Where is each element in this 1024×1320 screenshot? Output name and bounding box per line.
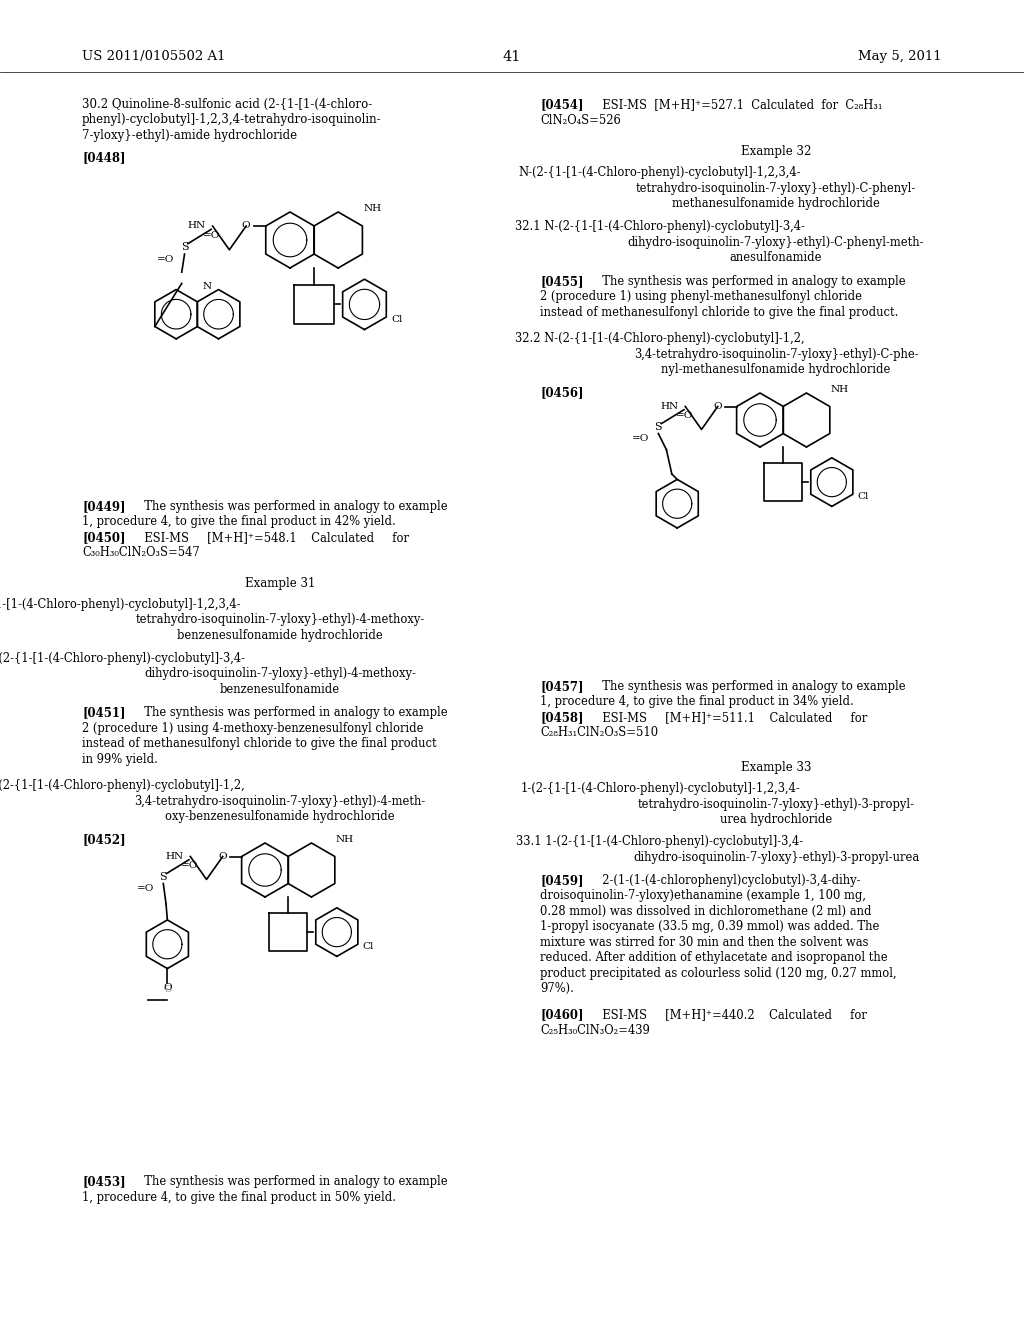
Text: 33.1 1-(2-{1-[1-(4-Chloro-phenyl)-cyclobutyl]-3,4-: 33.1 1-(2-{1-[1-(4-Chloro-phenyl)-cyclob…: [516, 836, 804, 847]
Text: HN: HN: [660, 403, 679, 411]
Text: [0454]: [0454]: [540, 98, 584, 111]
Text: O: O: [713, 403, 722, 411]
Text: 1, procedure 4, to give the final product in 42% yield.: 1, procedure 4, to give the final produc…: [82, 516, 395, 528]
Text: May 5, 2011: May 5, 2011: [858, 50, 942, 63]
Text: The synthesis was performed in analogy to example: The synthesis was performed in analogy t…: [595, 680, 905, 693]
Text: anesulfonamide: anesulfonamide: [730, 251, 822, 264]
Text: C₃₀H₃₀ClN₂O₃S=547: C₃₀H₃₀ClN₂O₃S=547: [82, 546, 200, 560]
Text: 1-propyl isocyanate (33.5 mg, 0.39 mmol) was added. The: 1-propyl isocyanate (33.5 mg, 0.39 mmol)…: [540, 920, 880, 933]
Text: =O: =O: [676, 412, 693, 421]
Text: ESI-MS     [M+H]⁺=440.2    Calculated     for: ESI-MS [M+H]⁺=440.2 Calculated for: [595, 1008, 867, 1022]
Text: 41: 41: [503, 50, 521, 63]
Text: N-(2-{1-[1-(4-Chloro-phenyl)-cyclobutyl]-1,2,3,4-: N-(2-{1-[1-(4-Chloro-phenyl)-cyclobutyl]…: [0, 598, 242, 611]
Text: [0457]: [0457]: [540, 680, 584, 693]
Text: C₂₅H₃₀ClN₃O₂=439: C₂₅H₃₀ClN₃O₂=439: [540, 1024, 650, 1038]
Text: 2 (procedure 1) using phenyl-methanesulfonyl chloride: 2 (procedure 1) using phenyl-methanesulf…: [540, 290, 862, 304]
Text: droisoquinolin-7-yloxy)ethanamine (example 1, 100 mg,: droisoquinolin-7-yloxy)ethanamine (examp…: [540, 890, 866, 903]
Text: Cl: Cl: [391, 315, 402, 325]
Text: =O: =O: [136, 884, 154, 892]
Text: O: O: [218, 851, 226, 861]
Text: Cl: Cl: [857, 492, 868, 502]
Text: instead of methanesulfonyl chloride to give the final product: instead of methanesulfonyl chloride to g…: [82, 737, 436, 750]
Text: [0448]: [0448]: [82, 150, 126, 164]
Text: S: S: [160, 871, 167, 882]
Text: C₂₈H₃₁ClN₂O₃S=510: C₂₈H₃₁ClN₂O₃S=510: [540, 726, 658, 739]
Text: O: O: [242, 222, 250, 231]
Text: =O: =O: [158, 255, 175, 264]
Text: 32.1 N-(2-{1-[1-(4-Chloro-phenyl)-cyclobutyl]-3,4-: 32.1 N-(2-{1-[1-(4-Chloro-phenyl)-cyclob…: [515, 220, 805, 234]
Text: 1, procedure 4, to give the final product in 50% yield.: 1, procedure 4, to give the final produc…: [82, 1191, 396, 1204]
Text: [0459]: [0459]: [540, 874, 584, 887]
Text: O: O: [163, 985, 172, 994]
Text: 1-(2-{1-[1-(4-Chloro-phenyl)-cyclobutyl]-1,2,3,4-: 1-(2-{1-[1-(4-Chloro-phenyl)-cyclobutyl]…: [520, 783, 800, 795]
Text: tetrahydro-isoquinolin-7-yloxy}-ethyl)-3-propyl-: tetrahydro-isoquinolin-7-yloxy}-ethyl)-3…: [638, 797, 914, 810]
Text: 3,4-tetrahydro-isoquinolin-7-yloxy}-ethyl)-4-meth-: 3,4-tetrahydro-isoquinolin-7-yloxy}-ethy…: [134, 795, 426, 808]
Text: methanesulfonamide hydrochloride: methanesulfonamide hydrochloride: [672, 197, 880, 210]
Text: urea hydrochloride: urea hydrochloride: [720, 813, 833, 826]
Text: =O: =O: [181, 862, 199, 870]
Text: O: O: [163, 985, 172, 994]
Text: 2 (procedure 1) using 4-methoxy-benzenesulfonyl chloride: 2 (procedure 1) using 4-methoxy-benzenes…: [82, 722, 424, 735]
Text: ClN₂O₄S=526: ClN₂O₄S=526: [540, 114, 621, 127]
Text: [0460]: [0460]: [540, 1008, 584, 1022]
Text: Example 31: Example 31: [245, 578, 315, 590]
Text: HN: HN: [166, 851, 183, 861]
Text: benzenesulfonamide: benzenesulfonamide: [220, 682, 340, 696]
Text: Cl: Cl: [362, 942, 374, 952]
Text: dihydro-isoquinolin-7-yloxy}-ethyl)-3-propyl-urea: dihydro-isoquinolin-7-yloxy}-ethyl)-3-pr…: [633, 850, 920, 863]
Text: dihydro-isoquinolin-7-yloxy}-ethyl)-4-methoxy-: dihydro-isoquinolin-7-yloxy}-ethyl)-4-me…: [144, 668, 416, 680]
Text: ESI-MS     [M+H]⁺=511.1    Calculated     for: ESI-MS [M+H]⁺=511.1 Calculated for: [595, 711, 867, 723]
Text: 7-yloxy}-ethyl)-amide hydrochloride: 7-yloxy}-ethyl)-amide hydrochloride: [82, 129, 297, 143]
Text: 31.1 N-(2-{1-[1-(4-Chloro-phenyl)-cyclobutyl]-3,4-: 31.1 N-(2-{1-[1-(4-Chloro-phenyl)-cyclob…: [0, 652, 245, 665]
Text: dihydro-isoquinolin-7-yloxy}-ethyl)-C-phenyl-meth-: dihydro-isoquinolin-7-yloxy}-ethyl)-C-ph…: [628, 236, 925, 249]
Text: 31.2 N-(2-{1-[1-(4-Chloro-phenyl)-cyclobutyl]-1,2,: 31.2 N-(2-{1-[1-(4-Chloro-phenyl)-cyclob…: [0, 779, 245, 792]
Text: HN: HN: [187, 222, 206, 231]
Text: in 99% yield.: in 99% yield.: [82, 752, 158, 766]
Text: NH: NH: [336, 836, 354, 845]
Text: reduced. After addition of ethylacetate and isopropanol the: reduced. After addition of ethylacetate …: [540, 952, 888, 964]
Text: 2-(1-(1-(4-chlorophenyl)cyclobutyl)-3,4-dihy-: 2-(1-(1-(4-chlorophenyl)cyclobutyl)-3,4-…: [595, 874, 860, 887]
Text: The synthesis was performed in analogy to example: The synthesis was performed in analogy t…: [137, 500, 447, 513]
Text: mixture was stirred for 30 min and then the solvent was: mixture was stirred for 30 min and then …: [540, 936, 868, 949]
Text: [0455]: [0455]: [540, 275, 584, 288]
Text: [0451]: [0451]: [82, 706, 126, 719]
Text: NH: NH: [364, 205, 382, 214]
Text: 32.2 N-(2-{1-[1-(4-Chloro-phenyl)-cyclobutyl]-1,2,: 32.2 N-(2-{1-[1-(4-Chloro-phenyl)-cyclob…: [515, 333, 805, 345]
Text: The synthesis was performed in analogy to example: The synthesis was performed in analogy t…: [595, 275, 905, 288]
Text: product precipitated as colourless solid (120 mg, 0.27 mmol,: product precipitated as colourless solid…: [540, 966, 897, 979]
Text: [0453]: [0453]: [82, 1175, 126, 1188]
Text: [0456]: [0456]: [540, 387, 584, 399]
Text: 1, procedure 4, to give the final product in 34% yield.: 1, procedure 4, to give the final produc…: [540, 696, 854, 709]
Text: NH: NH: [830, 385, 849, 395]
Text: [0452]: [0452]: [82, 833, 126, 846]
Text: ESI-MS     [M+H]⁺=548.1    Calculated     for: ESI-MS [M+H]⁺=548.1 Calculated for: [137, 531, 409, 544]
Text: 3,4-tetrahydro-isoquinolin-7-yloxy}-ethyl)-C-phe-: 3,4-tetrahydro-isoquinolin-7-yloxy}-ethy…: [634, 347, 919, 360]
Text: =O: =O: [203, 231, 220, 240]
Text: O: O: [163, 983, 172, 993]
Text: US 2011/0105502 A1: US 2011/0105502 A1: [82, 50, 225, 63]
Text: Example 33: Example 33: [740, 760, 811, 774]
Text: 30.2 Quinoline-8-sulfonic acid (2-{1-[1-(4-chloro-: 30.2 Quinoline-8-sulfonic acid (2-{1-[1-…: [82, 98, 373, 111]
Text: tetrahydro-isoquinolin-7-yloxy}-ethyl)-C-phenyl-: tetrahydro-isoquinolin-7-yloxy}-ethyl)-C…: [636, 182, 916, 195]
Text: nyl-methanesulfonamide hydrochloride: nyl-methanesulfonamide hydrochloride: [662, 363, 891, 376]
Text: The synthesis was performed in analogy to example: The synthesis was performed in analogy t…: [137, 706, 447, 719]
Text: N-(2-{1-[1-(4-Chloro-phenyl)-cyclobutyl]-1,2,3,4-: N-(2-{1-[1-(4-Chloro-phenyl)-cyclobutyl]…: [519, 166, 801, 180]
Text: benzenesulfonamide hydrochloride: benzenesulfonamide hydrochloride: [177, 628, 383, 642]
Text: N: N: [203, 281, 212, 290]
Text: oxy-benzenesulfonamide hydrochloride: oxy-benzenesulfonamide hydrochloride: [165, 810, 395, 822]
Text: Example 32: Example 32: [740, 144, 811, 157]
Text: S: S: [654, 422, 663, 432]
Text: ESI-MS  [M+H]⁺=527.1  Calculated  for  C₂₈H₃₁: ESI-MS [M+H]⁺=527.1 Calculated for C₂₈H₃…: [595, 98, 883, 111]
Text: [0458]: [0458]: [540, 711, 584, 723]
Text: [0449]: [0449]: [82, 500, 126, 513]
Text: tetrahydro-isoquinolin-7-yloxy}-ethyl)-4-methoxy-: tetrahydro-isoquinolin-7-yloxy}-ethyl)-4…: [135, 614, 425, 626]
Text: S: S: [181, 242, 188, 252]
Text: instead of methanesulfonyl chloride to give the final product.: instead of methanesulfonyl chloride to g…: [540, 306, 898, 318]
Text: phenyl)-cyclobutyl]-1,2,3,4-tetrahydro-isoquinolin-: phenyl)-cyclobutyl]-1,2,3,4-tetrahydro-i…: [82, 114, 382, 127]
Text: [0450]: [0450]: [82, 531, 126, 544]
Text: =O: =O: [632, 434, 649, 444]
Text: 97%).: 97%).: [540, 982, 573, 995]
Text: The synthesis was performed in analogy to example: The synthesis was performed in analogy t…: [137, 1175, 447, 1188]
Text: 0.28 mmol) was dissolved in dichloromethane (2 ml) and: 0.28 mmol) was dissolved in dichlorometh…: [540, 904, 871, 917]
